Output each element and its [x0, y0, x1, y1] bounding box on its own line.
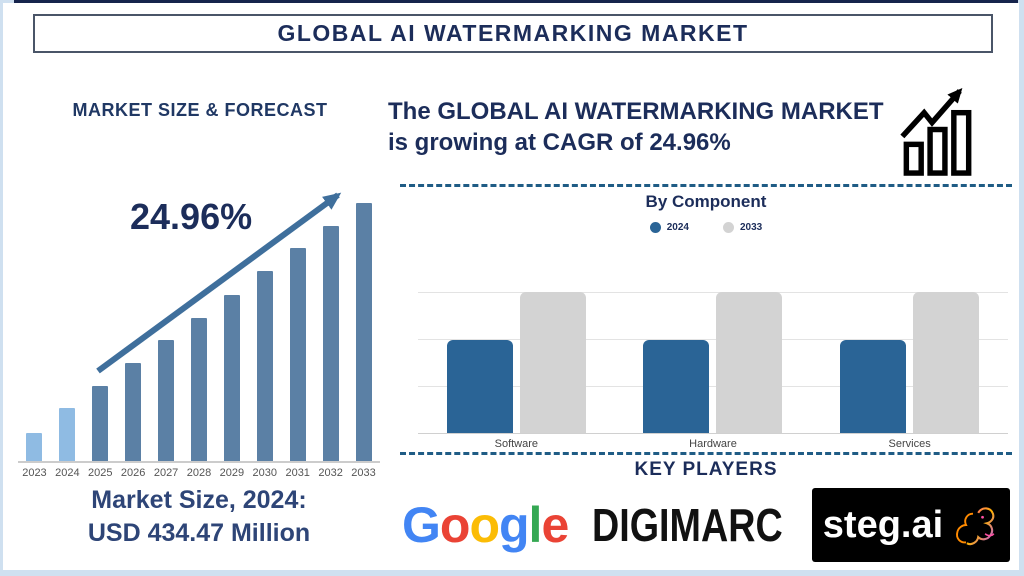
comp-bar-services-2033: [913, 292, 980, 433]
msf-bar-col: [51, 203, 84, 461]
msf-bar-col: [215, 203, 248, 461]
legend-label-2024: 2024: [666, 222, 689, 233]
msf-year-label-2030: 2030: [252, 467, 278, 479]
market-size-caption: Market Size, 2024: USD 434.47 Million: [10, 484, 388, 550]
stegai-squirrel-icon: [956, 507, 995, 546]
google-letter: e: [541, 497, 569, 553]
comp-group-hardware: [643, 292, 783, 433]
top-accent-line: [14, 0, 1018, 3]
msf-year-label-2025: 2025: [88, 467, 113, 479]
msf-bar-col: [150, 203, 183, 461]
msf-bar-2031: [289, 248, 306, 461]
stegai-logo-text: steg.ai: [822, 503, 944, 546]
msf-bar-2028: [190, 317, 207, 461]
frame-right: [1019, 0, 1024, 576]
msf-bar-col: [347, 203, 380, 461]
market-size-forecast-heading: MARKET SIZE & FORECAST: [72, 100, 328, 120]
component-bar-chart: [418, 292, 1008, 434]
component-category-labels: Software Hardware Services: [418, 438, 1008, 450]
market-size-caption-line2: USD 434.47 Million: [87, 519, 311, 547]
legend-label-2033: 2033: [740, 222, 763, 233]
google-letter: l: [528, 497, 543, 553]
google-letter: g: [499, 497, 530, 553]
legend-item-2024: 2024: [649, 222, 689, 233]
growth-headline: The GLOBAL AI WATERMARKING MARKET is gro…: [388, 96, 893, 158]
msf-year-label-2033: 2033: [351, 467, 376, 479]
msf-bar-col: [117, 203, 150, 461]
msf-bar-col: [248, 203, 281, 461]
digimarc-logo: DIGIMARC: [592, 499, 783, 551]
component-bar-groups: [418, 292, 1008, 433]
key-players-logos: Google DIGIMARC steg.ai: [402, 486, 1010, 564]
msf-bar-col: [183, 203, 216, 461]
gridline: [418, 385, 1008, 387]
comp-label-services: Services: [888, 438, 931, 450]
title-banner: GLOBAL AI WATERMARKING MARKET: [33, 14, 993, 53]
msf-bar-2029: [223, 294, 240, 461]
cagr-annotation: 24.96%: [130, 196, 253, 237]
google-letter: o: [469, 497, 500, 553]
msf-bar-2024: [59, 408, 76, 461]
gridline: [418, 292, 1008, 293]
dashed-divider-bottom: [400, 452, 1012, 455]
comp-bar-software-2033: [519, 292, 586, 433]
growth-headline-line1: The GLOBAL AI WATERMARKING MARKET: [388, 98, 884, 125]
dashed-divider-top: [400, 184, 1012, 187]
msf-year-label-2027: 2027: [153, 467, 179, 479]
google-letter: o: [439, 497, 471, 553]
component-legend: 2024 2033: [400, 222, 1012, 233]
key-players-heading: KEY PLAYERS: [634, 459, 778, 480]
component-chart-title: By Component: [645, 192, 767, 211]
msf-year-label-2029: 2029: [219, 467, 245, 479]
growth-chart-icon: [900, 87, 972, 176]
stegai-logo: steg.ai: [811, 488, 1010, 562]
forecast-bar-chart: [18, 203, 380, 463]
frame-left: [0, 0, 3, 576]
msf-bar-2027: [158, 339, 175, 461]
msf-bar-2025: [92, 386, 109, 461]
msf-year-label-2032: 2032: [318, 467, 343, 479]
forecast-year-axis: 2023 2024 2025 2026 2027 2028 2029 2030 2031 2032…: [18, 467, 380, 479]
market-size-caption-line1: Market Size, 2024:: [91, 486, 307, 514]
msf-bar-2023: [26, 432, 43, 461]
comp-bar-hardware-2024: [643, 339, 710, 433]
msf-bar-col: [18, 203, 51, 461]
msf-bar-2033: [355, 203, 372, 461]
msf-year-label-2031: 2031: [285, 467, 310, 479]
gridline: [418, 338, 1008, 340]
comp-group-services: [840, 292, 980, 433]
google-logo: Google: [402, 496, 569, 554]
google-letter: G: [402, 497, 441, 553]
legend-dot-2024: [649, 222, 661, 233]
frame-bottom: [0, 570, 1024, 576]
msf-bar-2030: [256, 271, 273, 461]
comp-label-software: Software: [494, 438, 539, 450]
digimarc-logo-wrap: DIGIMARC: [592, 498, 788, 552]
msf-bar-col: [314, 203, 347, 461]
comp-bar-hardware-2033: [716, 292, 783, 433]
comp-group-software: [446, 292, 586, 433]
msf-bar-2026: [125, 362, 142, 461]
legend-item-2033: 2033: [723, 222, 762, 233]
msf-bar-col: [84, 203, 117, 461]
msf-bar-2032: [322, 226, 339, 461]
comp-label-hardware: Hardware: [689, 438, 737, 450]
msf-year-label-2024: 2024: [55, 467, 80, 479]
msf-bar-col: [281, 203, 314, 461]
msf-year-label-2028: 2028: [186, 467, 212, 479]
comp-bar-software-2024: [446, 339, 513, 433]
growth-headline-line2: is growing at CAGR of 24.96%: [388, 129, 731, 156]
comp-bar-services-2024: [840, 339, 907, 433]
legend-dot-2033: [723, 222, 734, 233]
page-title: GLOBAL AI WATERMARKING MARKET: [277, 20, 749, 46]
msf-year-label-2026: 2026: [120, 467, 146, 479]
msf-year-label-2023: 2023: [22, 467, 47, 479]
